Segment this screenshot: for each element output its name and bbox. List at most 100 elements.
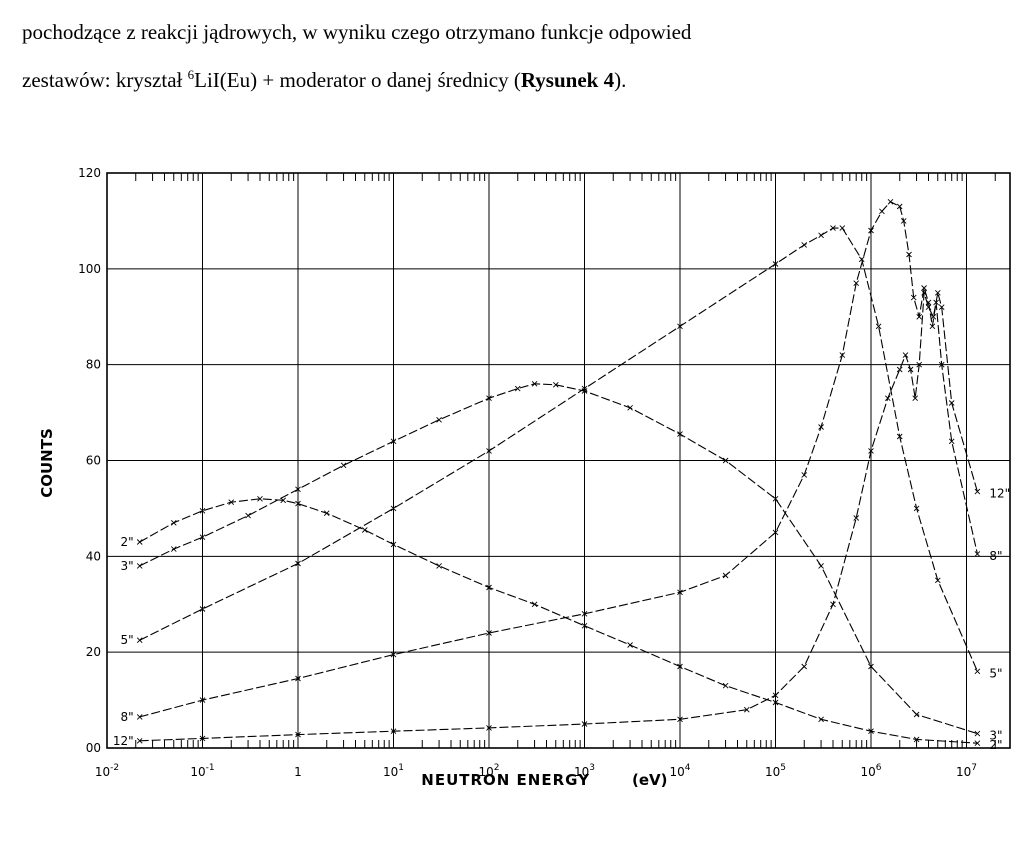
series-2-point-1: [199, 606, 206, 612]
series-3-point-27: [974, 551, 981, 557]
series-3-point-16: [896, 203, 903, 210]
series-line-0: [139, 498, 978, 744]
x-tick-label-3: 101: [383, 763, 404, 779]
series-label-left-2: 5": [121, 633, 134, 647]
series-0-point-14: [627, 642, 633, 648]
series-4-point-16: [907, 366, 914, 373]
series-4-point-17: [912, 395, 919, 402]
series-3-point-18: [906, 251, 912, 258]
x-tick-label-0: 10-2: [95, 763, 119, 779]
series-0-point-6: [295, 500, 301, 507]
series-0-point-10: [436, 563, 442, 569]
series-4-point-10: [830, 601, 836, 608]
series-2-point-16: [934, 577, 941, 584]
series-2-point-15: [913, 505, 920, 512]
series-3-point-10: [818, 424, 824, 430]
y-tick-label-0: 00: [86, 741, 101, 755]
series-0-point-3: [228, 499, 235, 506]
series-0-point-17: [772, 699, 779, 706]
series-1-point-9: [514, 385, 521, 392]
series-2-point-9: [818, 232, 824, 239]
series-1-point-15: [722, 457, 729, 464]
series-0-point-19: [868, 728, 874, 735]
series-2-point-14: [896, 433, 903, 440]
series-4-point-8: [772, 692, 779, 699]
series-1-point-7: [436, 416, 442, 423]
y-tick-label-1: 20: [86, 645, 101, 659]
series-1-point-14: [677, 431, 683, 437]
series-2-point-12: [858, 256, 865, 263]
series-label-right-3: 8": [989, 549, 1002, 563]
series-1-point-11: [552, 381, 559, 388]
series-1-point-4: [295, 486, 301, 493]
chart-labels: 2"2"3"3"5"5"8"8"12"12": [113, 487, 1010, 753]
series-3-point-19: [910, 294, 917, 301]
series-2-point-7: [772, 261, 779, 267]
intro-line-2-superscript: 6: [187, 67, 195, 82]
series-3-point-9: [801, 472, 808, 478]
series-3-point-5: [581, 610, 588, 617]
series-4-point-5: [581, 721, 588, 727]
series-line-4: [139, 292, 978, 742]
chart-ticks: 10-2 10-1 1 101 102 103 104 105 106 107 00 20 40 60 80…: [78, 166, 996, 779]
x-tick-label-5: 103: [574, 763, 595, 779]
series-4-point-23: [938, 304, 945, 311]
series-2-point-8: [801, 242, 808, 248]
y-tick-label-4: 80: [86, 358, 101, 372]
series-1-point-20: [974, 730, 981, 737]
y-axis-title: COUNTS: [38, 428, 56, 498]
intro-line-2-post: ).: [614, 68, 627, 92]
series-4-point-6: [677, 716, 683, 723]
series-1-point-10: [531, 380, 538, 387]
series-4-point-12: [868, 448, 874, 454]
series-2-point-5: [581, 385, 588, 392]
series-label-right-0: 2": [989, 738, 1002, 752]
series-label-left-0: 2": [121, 535, 134, 549]
x-tick-label-7: 105: [765, 763, 786, 779]
series-0-point-11: [486, 584, 492, 591]
series-2-point-11: [839, 225, 846, 231]
x-tick-label-2: 1: [294, 765, 302, 779]
chart-series: [136, 198, 981, 747]
series-3-point-23: [929, 323, 936, 330]
series-3-point-4: [486, 630, 492, 636]
series-3-point-26: [948, 438, 955, 445]
series-3-point-11: [839, 352, 846, 358]
x-axis-title: NEUTRON ENERGY: [421, 771, 590, 789]
intro-line-2-mid: LiI(Eu) + moderator o danej średnicy (: [194, 68, 521, 92]
series-3-point-1: [199, 697, 206, 703]
series-4-point-21: [930, 313, 937, 320]
series-0-point-15: [677, 663, 683, 670]
series-1-point-0: [136, 563, 143, 569]
series-4-point-2: [295, 731, 301, 738]
intro-text: pochodzące z reakcji jądrowych, w wyniku…: [22, 8, 1022, 104]
series-2-point-4: [486, 448, 492, 454]
series-0-point-5: [280, 497, 287, 504]
series-4-point-15: [902, 352, 909, 358]
series-1-point-1: [170, 546, 177, 552]
x-axis-unit: (eV): [632, 771, 668, 789]
series-line-1: [139, 383, 978, 735]
series-label-left-3: 8": [121, 710, 134, 724]
series-0-point-0: [136, 539, 143, 545]
series-1-point-2: [199, 534, 206, 541]
series-3-point-7: [722, 572, 729, 579]
series-4-point-18: [916, 361, 923, 368]
intro-line-2-figure-ref: Rysunek 4: [520, 68, 615, 92]
series-4-point-9: [801, 663, 808, 670]
chart-frame: [106, 172, 1011, 749]
series-4-point-7: [743, 706, 750, 713]
series-0-point-4: [257, 495, 263, 502]
series-3-point-0: [136, 714, 143, 720]
series-3-point-8: [772, 529, 779, 536]
series-3-point-2: [295, 675, 301, 682]
series-0-point-13: [581, 622, 588, 629]
x-tick-label-6: 104: [669, 763, 690, 779]
series-line-2: [139, 227, 978, 672]
series-0-point-1: [170, 519, 177, 526]
series-1-point-8: [486, 395, 492, 402]
series-1-point-17: [818, 563, 824, 569]
series-3-point-13: [868, 227, 874, 234]
x-tick-label-8: 106: [860, 763, 881, 779]
series-2-point-0: [136, 637, 143, 644]
